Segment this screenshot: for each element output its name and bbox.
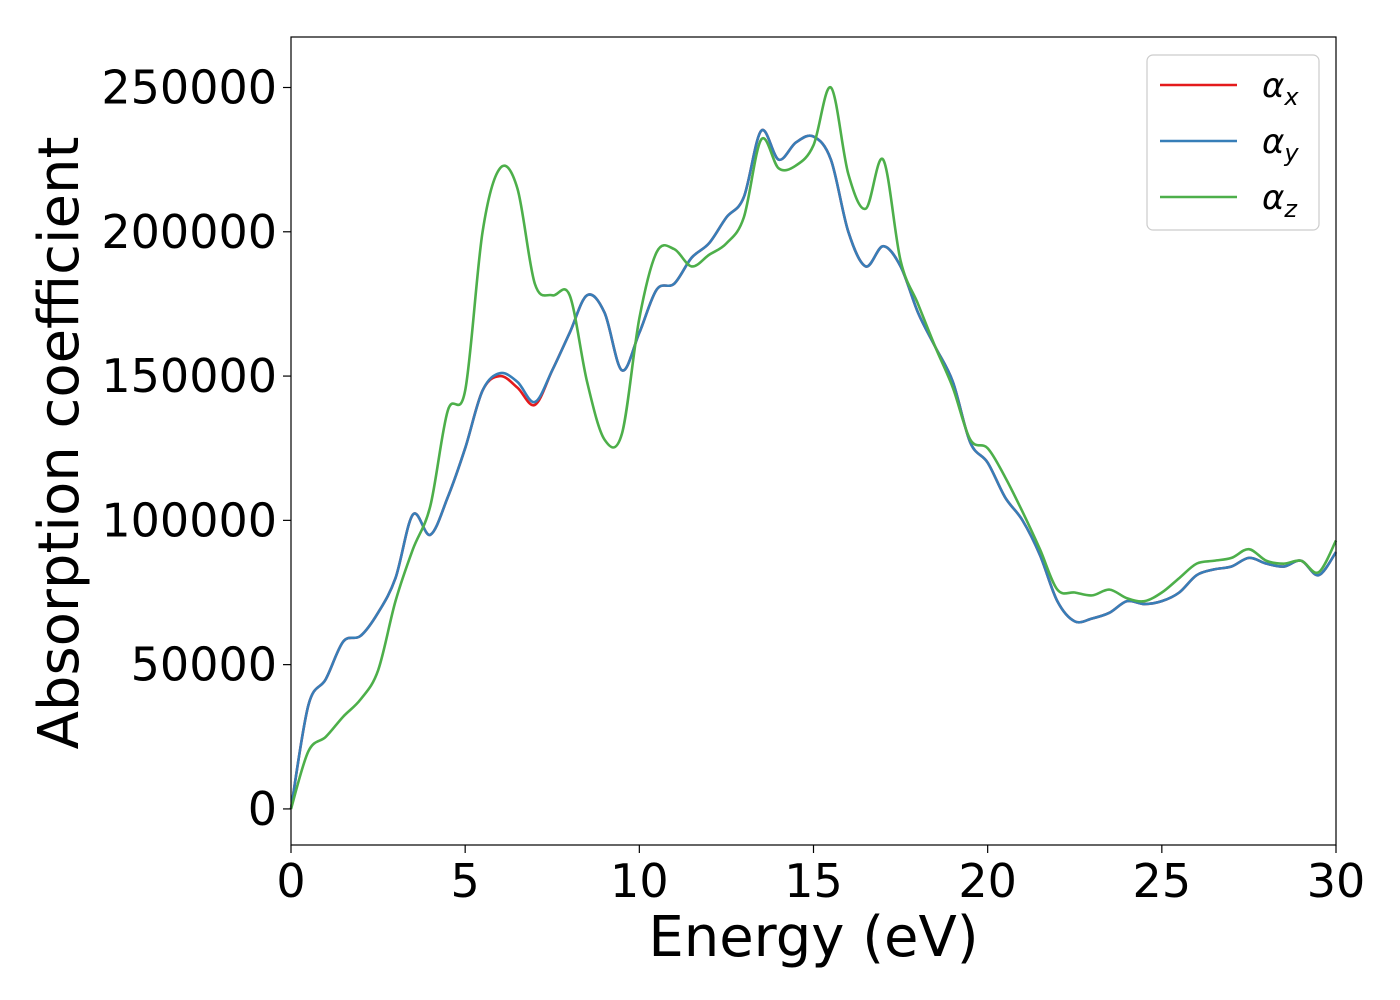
- legend: αx αy αz: [1146, 54, 1320, 231]
- x-tick-label: 20: [958, 854, 1017, 908]
- x-tick-label: 5: [451, 854, 480, 908]
- y-tick-label: 250000: [101, 61, 277, 115]
- legend-label-y: αy: [1262, 122, 1299, 167]
- series-layer: [289, 86, 1338, 810]
- x-tick-label: 15: [784, 854, 843, 908]
- y-tick-label: 50000: [131, 638, 277, 692]
- legend-box: [1146, 54, 1320, 231]
- legend-label-x: αx: [1262, 66, 1299, 111]
- x-tick-label: 10: [610, 854, 669, 908]
- y-tick-label: 0: [248, 782, 277, 836]
- x-tick-label: 25: [1133, 854, 1192, 908]
- y-tick-label: 150000: [101, 349, 277, 403]
- y-axis-title: Absorption coefficient: [27, 137, 92, 750]
- y-tick-label: 100000: [101, 493, 277, 547]
- y-axis: 0 50000 100000 150000 200000 250000: [101, 61, 291, 836]
- series-line-z: [289, 86, 1338, 810]
- series-line-y: [289, 128, 1338, 810]
- x-axis-title: Energy (eV): [648, 905, 978, 970]
- x-axis: 0 5 10 15 20 25 30: [276, 845, 1365, 908]
- x-tick-label: 30: [1307, 854, 1366, 908]
- legend-label-z: αz: [1262, 178, 1298, 223]
- y-tick-label: 200000: [101, 205, 277, 259]
- x-tick-label: 0: [276, 854, 305, 908]
